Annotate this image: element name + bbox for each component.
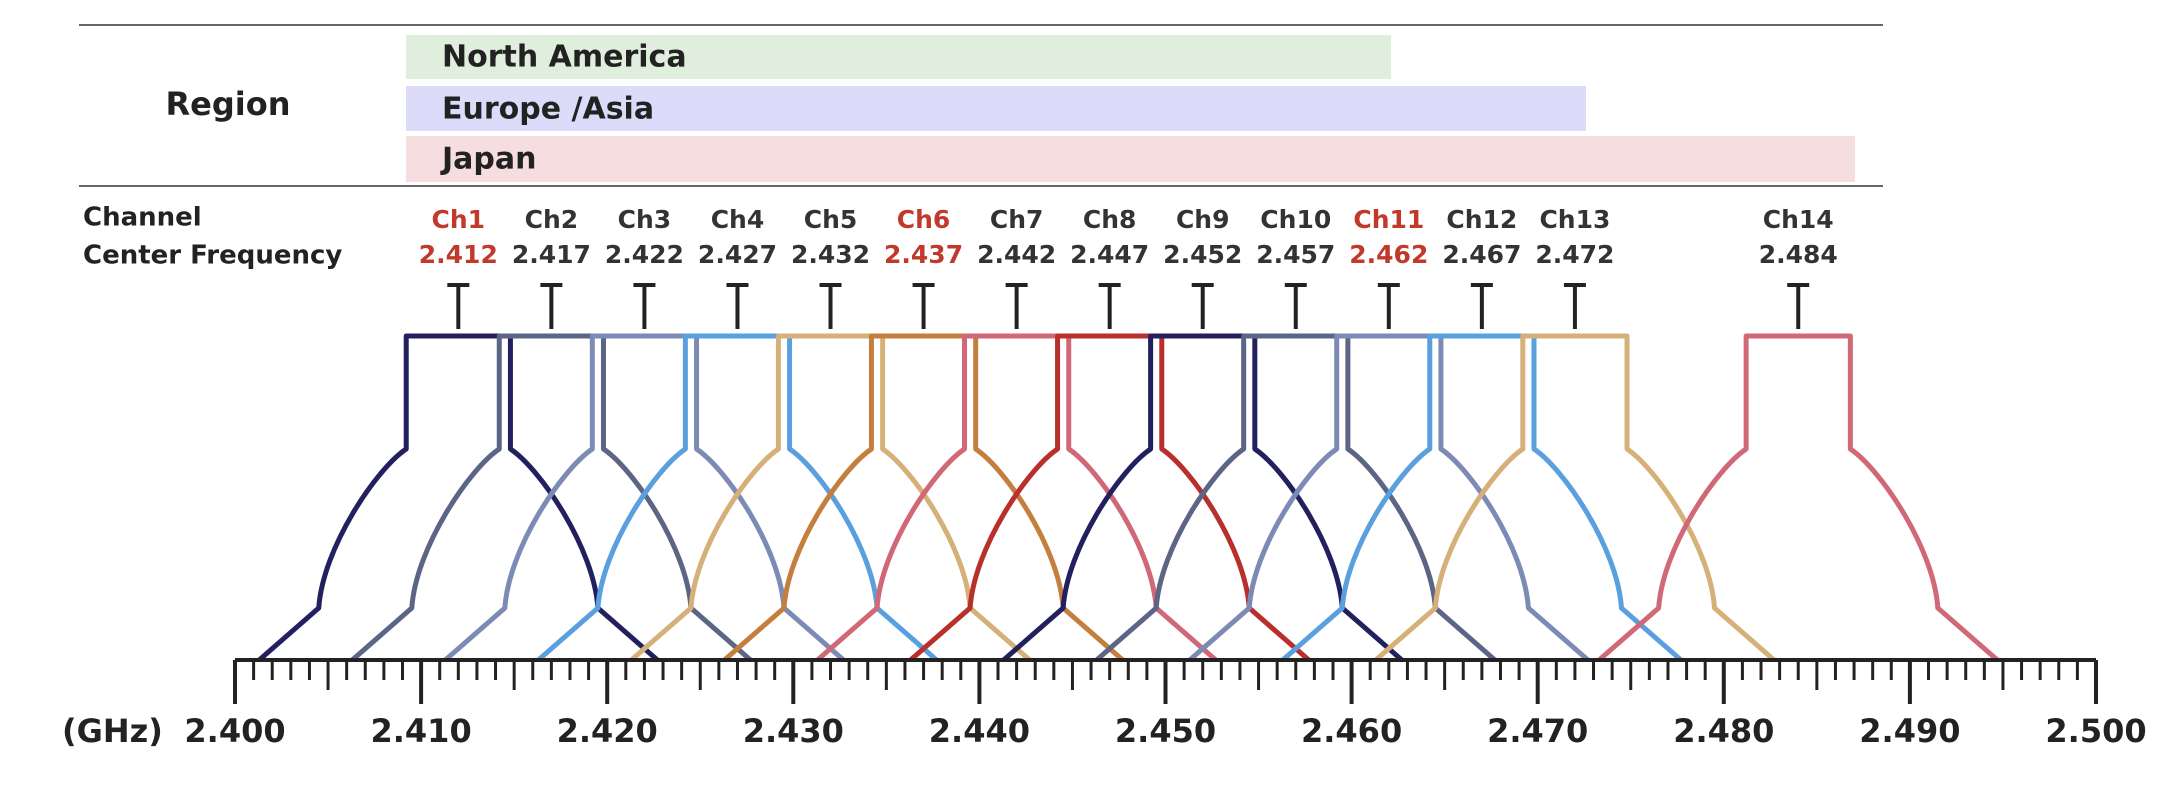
channel-label: Channel <box>83 203 202 233</box>
center-marker <box>1098 283 1121 329</box>
channel-mask <box>350 333 753 662</box>
center-marker <box>819 283 842 329</box>
center-marker <box>1563 283 1586 329</box>
region-name: Japan <box>440 142 536 177</box>
channel-name: Ch10 <box>1260 205 1331 234</box>
frequency-label: Center Frequency <box>83 241 342 271</box>
center-marker <box>1470 283 1493 329</box>
channel-mask <box>1281 333 1683 662</box>
channel-frequency: 2.417 <box>512 240 591 269</box>
channel-mask <box>908 333 1311 662</box>
center-marker <box>1377 283 1400 329</box>
region-name: Europe /Asia <box>442 92 654 127</box>
region-label: Region <box>166 85 291 123</box>
channel-mask <box>629 333 1032 662</box>
channel-frequency: 2.442 <box>977 240 1056 269</box>
center-marker <box>1005 283 1028 329</box>
channel-name: Ch12 <box>1446 205 1517 234</box>
channel-name: Ch4 <box>711 205 765 234</box>
channel-mask <box>1001 333 1404 662</box>
x-tick-label: 2.440 <box>929 712 1030 750</box>
x-tick-label: 2.450 <box>1115 712 1216 750</box>
channel-name: Ch14 <box>1763 205 1834 234</box>
channel-frequency: 2.447 <box>1070 240 1149 269</box>
x-tick-label: 2.460 <box>1301 712 1402 750</box>
x-tick-label: 2.430 <box>743 712 844 750</box>
channel-name: Ch9 <box>1176 205 1230 234</box>
channel-mask <box>722 333 1125 662</box>
channel-frequency: 2.437 <box>884 240 963 269</box>
x-tick-label: 2.500 <box>2045 712 2146 750</box>
channel-mask <box>815 333 1218 662</box>
channel-frequency: 2.457 <box>1256 240 1335 269</box>
channel-name: Ch6 <box>897 205 951 234</box>
x-tick-label: 2.470 <box>1487 712 1588 750</box>
x-tick-label: 2.410 <box>370 712 471 750</box>
center-marker <box>540 283 563 329</box>
region-bar <box>406 86 1586 131</box>
channel-mask <box>536 333 939 662</box>
channel-name: Ch7 <box>990 205 1044 234</box>
center-marker <box>1191 283 1214 329</box>
channel-frequency: 2.427 <box>698 240 777 269</box>
channel-frequency: 2.422 <box>605 240 684 269</box>
channel-name: Ch13 <box>1539 205 1610 234</box>
region-bar <box>406 35 1391 79</box>
channel-mask <box>443 333 846 662</box>
channel-mask <box>1597 333 2000 662</box>
channel-mask <box>1094 333 1497 662</box>
channel-name: Ch2 <box>525 205 579 234</box>
center-marker <box>912 283 935 329</box>
channel-frequency: 2.412 <box>419 240 498 269</box>
region-bar <box>406 136 1855 182</box>
channel-name: Ch8 <box>1083 205 1137 234</box>
region-name: North America <box>442 40 687 75</box>
x-tick-label: 2.480 <box>1673 712 1774 750</box>
channel-frequency: 2.467 <box>1442 240 1521 269</box>
x-tick-label: 2.490 <box>1859 712 1960 750</box>
channel-name: Ch3 <box>618 205 672 234</box>
center-marker <box>633 283 656 329</box>
channel-frequency: 2.484 <box>1759 240 1838 269</box>
center-marker <box>447 283 470 329</box>
channel-frequency: 2.472 <box>1535 240 1614 269</box>
channel-mask <box>1374 333 1776 662</box>
center-marker <box>1284 283 1307 329</box>
center-marker <box>726 283 749 329</box>
channel-name: Ch5 <box>804 205 858 234</box>
center-marker <box>1787 283 1810 329</box>
channel-frequency: 2.452 <box>1163 240 1242 269</box>
channel-mask <box>1188 333 1590 662</box>
channel-frequency: 2.462 <box>1349 240 1428 269</box>
channel-frequency: 2.432 <box>791 240 870 269</box>
x-tick-label: 2.420 <box>557 712 658 750</box>
channel-mask <box>257 333 660 662</box>
channel-name: Ch1 <box>432 205 486 234</box>
x-tick-label: 2.400 <box>184 712 285 750</box>
axis-unit: (GHz) <box>62 712 163 750</box>
channel-name: Ch11 <box>1353 205 1424 234</box>
